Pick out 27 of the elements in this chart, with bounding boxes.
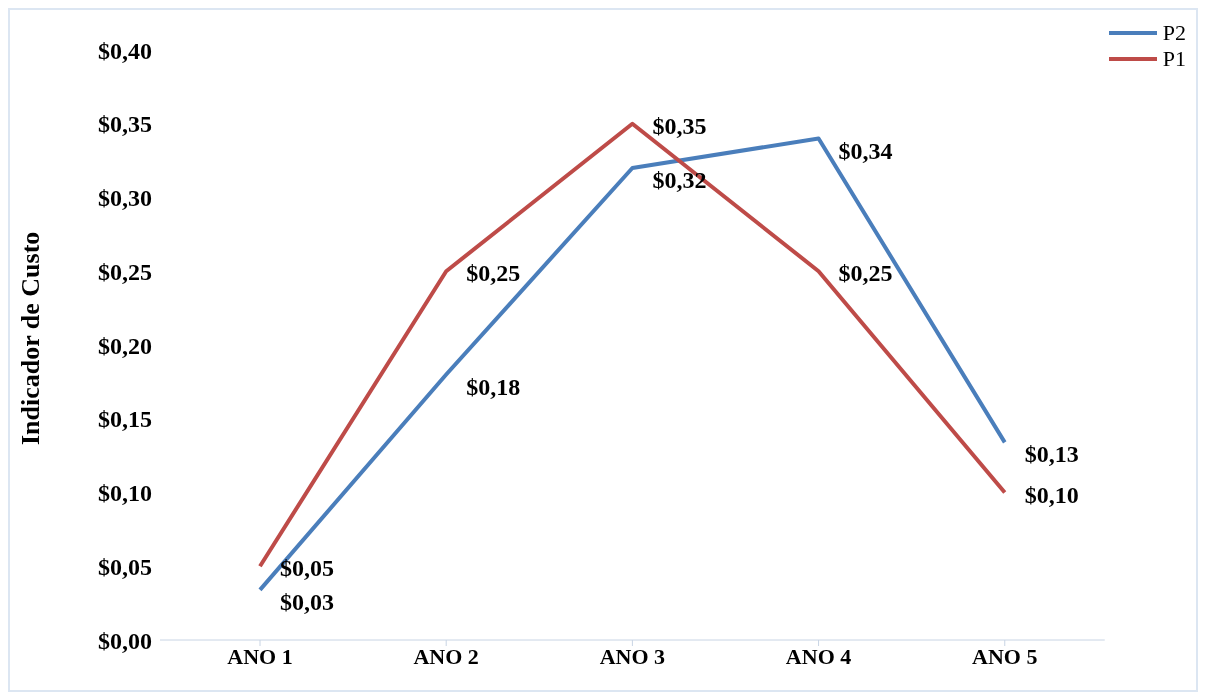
y-tick-label: $0,20	[98, 332, 152, 359]
y-axis-title: Indicador de Custo	[16, 231, 46, 445]
x-tick-label: ANO 1	[227, 643, 293, 669]
x-tick-label: ANO 3	[599, 643, 666, 669]
data-label: $0,18	[466, 373, 521, 400]
y-tick-label: $0,35	[98, 111, 152, 138]
data-label: $0,25	[838, 260, 893, 287]
x-tick-label: ANO 2	[413, 643, 479, 669]
y-tick-label: $0,10	[98, 480, 152, 507]
data-label: $0,13	[1024, 441, 1079, 468]
legend-label: P2	[1162, 20, 1186, 46]
data-label: $0,10	[1024, 481, 1079, 508]
y-tick-label: $0,30	[98, 185, 152, 212]
legend-label: P1	[1162, 46, 1186, 72]
y-tick-label: $0,00	[98, 627, 152, 654]
y-tick-label: $0,15	[98, 406, 152, 433]
x-tick-label: ANO 5	[972, 643, 1038, 669]
y-tick-label: $0,05	[98, 553, 152, 580]
data-label: $0,32	[652, 167, 707, 193]
data-label: $0,05	[280, 555, 334, 582]
data-label: $0,25	[466, 260, 521, 287]
data-label: $0,34	[838, 137, 893, 164]
y-tick-label: $0,25	[98, 258, 152, 285]
y-tick-label: $0,40	[98, 37, 152, 64]
x-tick-label: ANO 4	[785, 643, 852, 669]
data-label: $0,35	[652, 112, 707, 139]
data-label: $0,03	[280, 588, 334, 615]
